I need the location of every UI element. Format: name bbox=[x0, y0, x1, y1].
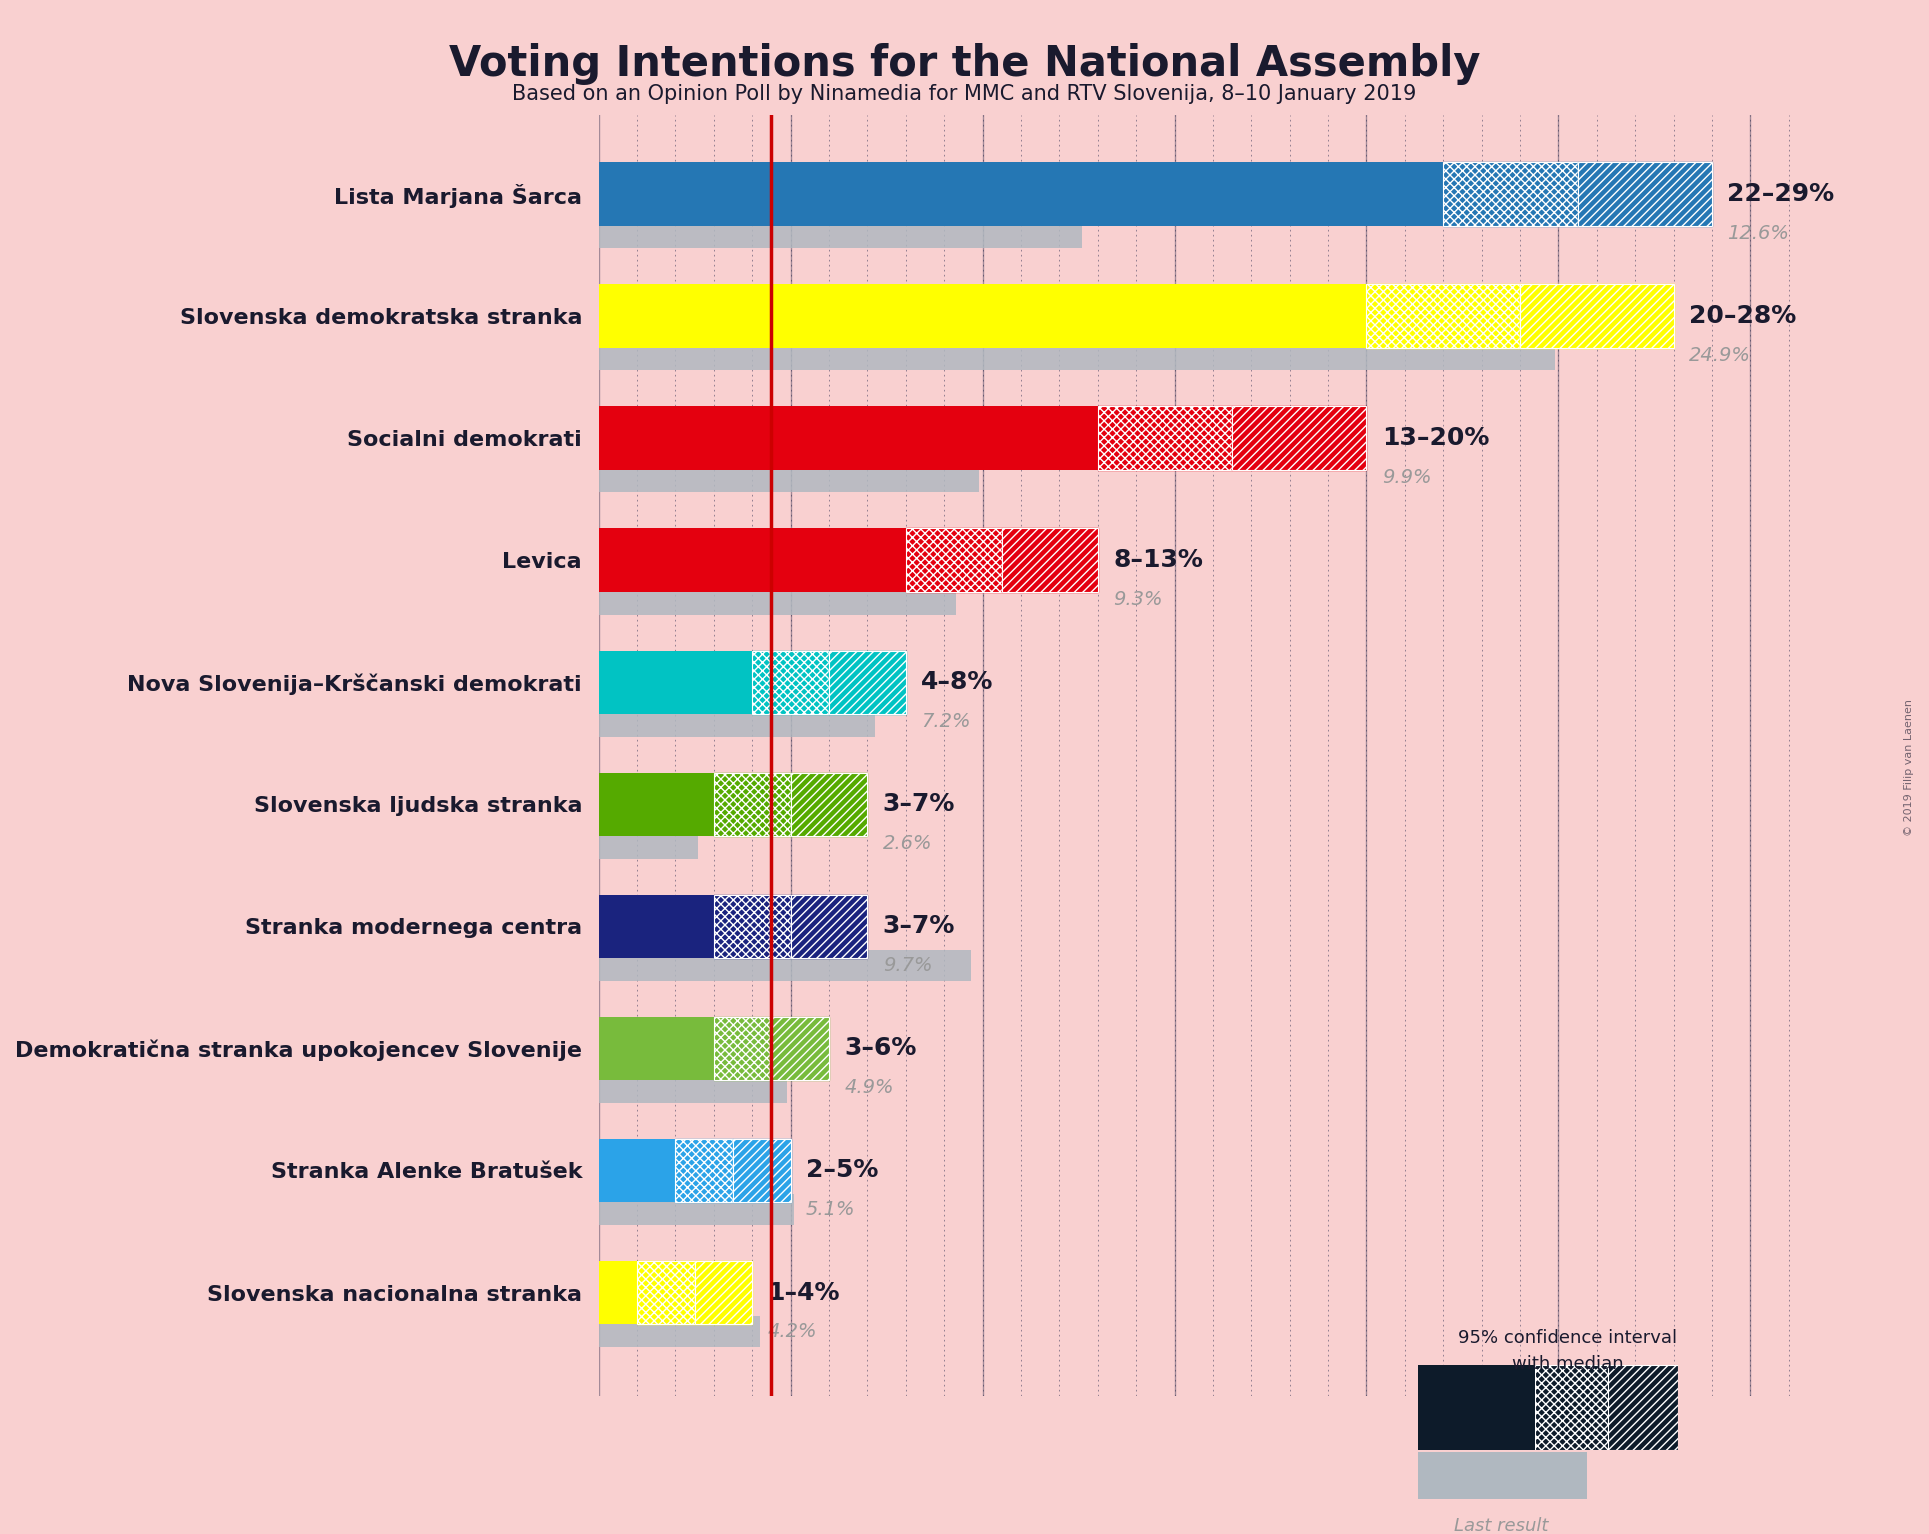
Bar bbox=[637, 1261, 694, 1324]
Bar bbox=[733, 1138, 791, 1203]
Text: Based on an Opinion Poll by Ninamedia for MMC and RTV Slovenija, 8–10 January 20: Based on an Opinion Poll by Ninamedia fo… bbox=[513, 84, 1416, 104]
Bar bbox=[637, 1261, 694, 1324]
Text: 2–5%: 2–5% bbox=[806, 1158, 878, 1183]
Text: 5.1%: 5.1% bbox=[806, 1200, 855, 1220]
Bar bbox=[598, 284, 1366, 348]
Bar bbox=[791, 894, 868, 959]
Bar bbox=[1098, 407, 1233, 469]
Text: 8–13%: 8–13% bbox=[1113, 548, 1204, 572]
Text: 95% confidence interval: 95% confidence interval bbox=[1458, 1328, 1676, 1347]
Bar bbox=[791, 773, 868, 836]
Text: 9.7%: 9.7% bbox=[883, 956, 932, 976]
Bar bbox=[733, 1138, 791, 1203]
Bar bbox=[752, 650, 829, 713]
Bar bbox=[714, 773, 791, 836]
Bar bbox=[1520, 284, 1674, 348]
Text: Voting Intentions for the National Assembly: Voting Intentions for the National Assem… bbox=[449, 43, 1480, 84]
Bar bbox=[598, 773, 714, 836]
Bar bbox=[598, 163, 1443, 225]
Bar bbox=[598, 1316, 760, 1347]
Bar bbox=[1366, 284, 1520, 348]
Text: 3–7%: 3–7% bbox=[883, 914, 955, 939]
Text: 13–20%: 13–20% bbox=[1381, 426, 1489, 449]
Bar bbox=[1098, 407, 1233, 469]
Bar bbox=[598, 462, 978, 492]
Text: 4.9%: 4.9% bbox=[845, 1078, 893, 1097]
Bar bbox=[598, 341, 1555, 370]
Bar bbox=[598, 1195, 795, 1224]
Bar bbox=[598, 407, 1098, 469]
Bar bbox=[598, 218, 1082, 249]
Bar bbox=[598, 894, 714, 959]
Text: 1–4%: 1–4% bbox=[768, 1281, 841, 1304]
Bar bbox=[1443, 163, 1578, 225]
Bar bbox=[714, 1017, 772, 1080]
Bar bbox=[714, 1017, 772, 1080]
Text: 22–29%: 22–29% bbox=[1726, 183, 1834, 206]
Bar bbox=[714, 894, 791, 959]
Bar bbox=[598, 1261, 637, 1324]
Bar bbox=[598, 584, 955, 615]
Text: 3–7%: 3–7% bbox=[883, 793, 955, 816]
Text: 7.2%: 7.2% bbox=[922, 712, 970, 730]
Bar bbox=[1578, 163, 1713, 225]
Bar bbox=[907, 529, 1001, 592]
Text: 12.6%: 12.6% bbox=[1726, 224, 1790, 242]
Text: 9.3%: 9.3% bbox=[1113, 589, 1163, 609]
Bar bbox=[714, 773, 791, 836]
Bar bbox=[714, 894, 791, 959]
Bar bbox=[772, 1017, 829, 1080]
Text: 4.2%: 4.2% bbox=[768, 1322, 818, 1341]
Bar bbox=[1520, 284, 1674, 348]
Bar bbox=[598, 1138, 675, 1203]
Bar bbox=[675, 1138, 733, 1203]
Bar bbox=[1233, 407, 1366, 469]
Text: 2.6%: 2.6% bbox=[883, 834, 932, 853]
Text: 3–6%: 3–6% bbox=[845, 1037, 916, 1060]
Text: 20–28%: 20–28% bbox=[1690, 304, 1796, 328]
Bar bbox=[598, 1072, 787, 1103]
Bar bbox=[772, 1017, 829, 1080]
Text: © 2019 Filip van Laenen: © 2019 Filip van Laenen bbox=[1904, 698, 1914, 836]
Bar bbox=[791, 894, 868, 959]
Text: with median: with median bbox=[1512, 1355, 1622, 1373]
Bar bbox=[791, 773, 868, 836]
Bar bbox=[1578, 163, 1713, 225]
Bar bbox=[1366, 284, 1520, 348]
Bar bbox=[598, 1017, 714, 1080]
Bar bbox=[829, 650, 907, 713]
Bar bbox=[694, 1261, 752, 1324]
Bar bbox=[598, 950, 970, 980]
Text: Last result: Last result bbox=[1454, 1517, 1549, 1534]
Bar bbox=[675, 1138, 733, 1203]
Bar bbox=[598, 650, 752, 713]
Bar bbox=[1001, 529, 1098, 592]
Bar bbox=[1233, 407, 1366, 469]
Bar bbox=[1443, 163, 1578, 225]
Bar bbox=[1001, 529, 1098, 592]
Bar bbox=[752, 650, 829, 713]
Bar bbox=[694, 1261, 752, 1324]
Bar bbox=[598, 706, 876, 736]
Text: 4–8%: 4–8% bbox=[922, 670, 993, 695]
Bar bbox=[598, 529, 907, 592]
Text: 9.9%: 9.9% bbox=[1381, 468, 1431, 486]
Text: 24.9%: 24.9% bbox=[1690, 345, 1752, 365]
Bar bbox=[907, 529, 1001, 592]
Bar bbox=[598, 828, 698, 859]
Bar bbox=[829, 650, 907, 713]
